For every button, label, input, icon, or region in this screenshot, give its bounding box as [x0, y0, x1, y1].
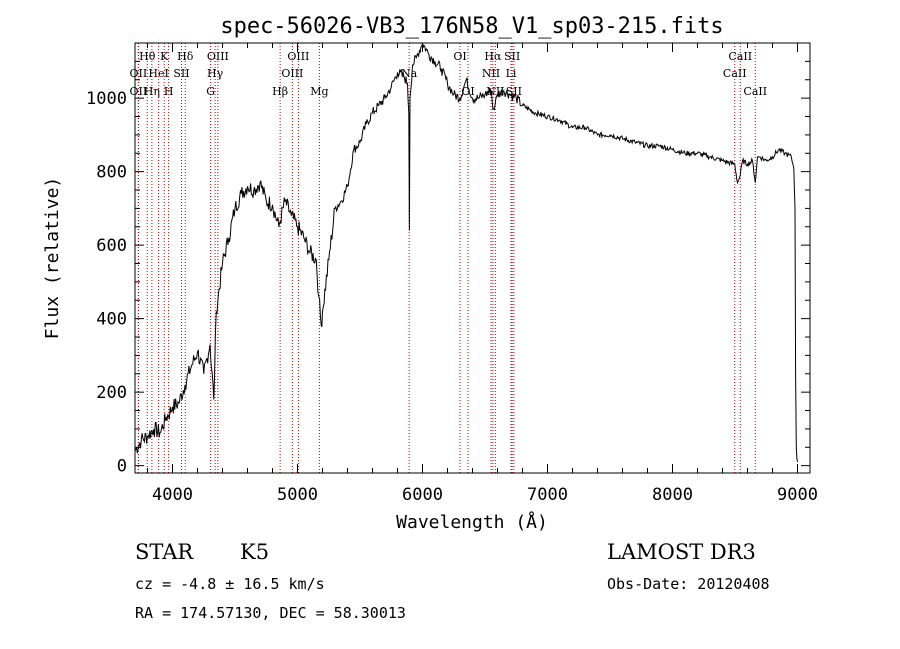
- spectral-line-label: Mg: [310, 85, 328, 98]
- redshift-info: cz = -4.8 ± 16.5 km/s: [135, 575, 325, 593]
- y-tick-label: 400: [96, 310, 127, 330]
- spectral-line-label: OIII: [287, 50, 309, 63]
- spectrum-line: [134, 42, 798, 463]
- y-tick-label: 0: [117, 457, 127, 477]
- spectral-line-label: OIII: [207, 50, 229, 63]
- spectral-line-label: SII: [173, 67, 189, 80]
- spectral-line-label: HeI: [148, 67, 168, 80]
- spectral-line-label: Hβ: [272, 85, 288, 98]
- plot-frame: [134, 42, 811, 474]
- spectral-line-label: SII: [504, 50, 520, 63]
- x-tick-label: 7000: [527, 485, 568, 505]
- x-tick-label: 8000: [652, 485, 693, 505]
- x-axis-label: Wavelength (Å): [396, 511, 548, 533]
- chart-title: spec-56026-VB3_176N58_V1_sp03-215.fits: [220, 14, 723, 39]
- spectral-line-label: H: [164, 85, 174, 98]
- spectral-line-label: OI: [453, 50, 466, 63]
- spectral-line-label: Hα: [484, 50, 502, 63]
- spectral-line-label: CaII: [743, 85, 767, 98]
- spectral-line-markers: [137, 43, 756, 473]
- y-tick-label: 1000: [86, 89, 127, 109]
- x-tick-label: 4000: [152, 485, 193, 505]
- spectral-line-label: Hδ: [177, 50, 194, 63]
- object-subclass: K5: [240, 540, 270, 564]
- spectral-line-label: OI: [461, 85, 474, 98]
- y-axis-label: Flux (relative): [42, 177, 63, 340]
- x-tick-label: 6000: [402, 485, 443, 505]
- x-axis: 4000 5000 6000 7000 8000 9000: [147, 43, 818, 505]
- object-class: STAR: [135, 540, 194, 564]
- spectral-line-label: CaII: [728, 50, 752, 63]
- coordinates: RA = 174.57130, DEC = 58.30013: [135, 604, 406, 622]
- spectral-line-label: Na: [401, 67, 418, 80]
- spectral-line-label: Hη: [144, 85, 160, 98]
- spectral-line-label: G: [206, 85, 215, 98]
- spectral-line-label: Hθ: [139, 50, 156, 63]
- spectral-line-label: Hγ: [207, 67, 224, 80]
- y-axis: 0 200 400 600 800 1000: [86, 60, 810, 477]
- obs-date: Obs-Date: 20120408: [607, 575, 770, 593]
- spectrum-chart: spec-56026-VB3_176N58_V1_sp03-215.fits H…: [42, 14, 818, 533]
- spectral-line-label: OII: [130, 85, 148, 98]
- y-tick-label: 800: [96, 163, 127, 183]
- x-tick-label: 9000: [777, 485, 818, 505]
- x-tick-label: 5000: [277, 485, 318, 505]
- y-tick-label: 600: [96, 236, 127, 256]
- spectral-line-label: OIII: [281, 67, 303, 80]
- spectral-line-label: NII: [482, 67, 500, 80]
- spectral-line-label: OII: [130, 67, 148, 80]
- y-tick-label: 200: [96, 383, 127, 403]
- spectral-line-label: K: [160, 50, 169, 63]
- spectral-line-label: CaII: [723, 67, 747, 80]
- survey-name: LAMOST DR3: [607, 540, 756, 564]
- spectral-line-label: Li: [506, 67, 517, 80]
